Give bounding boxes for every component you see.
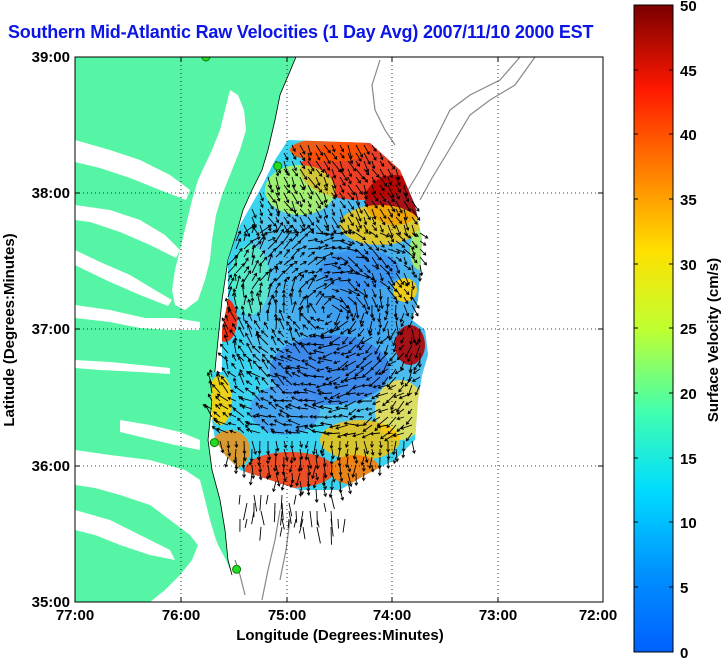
x-tick: 76:00 [162, 607, 200, 624]
velocity-vectors [202, 144, 429, 545]
x-tick: 77:00 [56, 607, 94, 624]
hf-radar-stations [201, 57, 283, 574]
y-axis-label: Latitude (Degrees:Minutes) [1, 233, 18, 426]
velocity-arrows [202, 144, 429, 545]
map-grid [75, 57, 603, 602]
y-tick: 36:00 [32, 458, 70, 475]
x-tick: 73:00 [479, 607, 517, 624]
colorbar-label: Surface Velocity (cm/s) [705, 258, 722, 422]
colorbar-gradient [633, 4, 674, 653]
bathymetry-contours [234, 57, 536, 601]
colorbar-tick: 50 [680, 0, 697, 15]
colorbar-tick: 25 [680, 321, 697, 338]
colorbar-tick: 15 [680, 451, 697, 468]
colorbar-tick: 10 [680, 515, 697, 532]
x-axis-ticks: 77:00 76:00 75:00 74:00 73:00 72:00 [56, 607, 617, 624]
colorbar-tick: 20 [680, 386, 697, 403]
y-tick: 38:00 [32, 185, 70, 202]
colorbar-tick: 40 [680, 127, 697, 144]
colorbar: 50 45 40 35 30 25 20 15 10 5 0 [633, 0, 697, 659]
colorbar-tick: 0 [680, 645, 688, 659]
station-north [201, 57, 211, 62]
station-central [273, 161, 283, 171]
x-tick: 74:00 [373, 607, 411, 624]
map-plot-area [75, 57, 603, 602]
y-tick: 37:00 [32, 321, 70, 338]
station-south [209, 438, 219, 448]
x-axis-label: Longitude (Degrees:Minutes) [236, 627, 444, 644]
x-tick: 75:00 [268, 607, 306, 624]
y-tick: 35:00 [32, 594, 70, 611]
y-axis-ticks: 39:00 38:00 37:00 36:00 35:00 [32, 49, 70, 611]
colorbar-tick: 35 [680, 192, 697, 209]
x-tick: 72:00 [579, 607, 617, 624]
colorbar-tick: 5 [680, 580, 688, 597]
colorbar-tick: 45 [680, 63, 697, 80]
pamlico-sound [75, 450, 222, 560]
chesapeake-bay [172, 90, 246, 310]
map-title: Southern Mid-Atlantic Raw Velocities (1 … [8, 22, 594, 42]
colorbar-tick: 30 [680, 257, 697, 274]
y-tick: 39:00 [32, 49, 70, 66]
station-hatteras [232, 564, 242, 574]
